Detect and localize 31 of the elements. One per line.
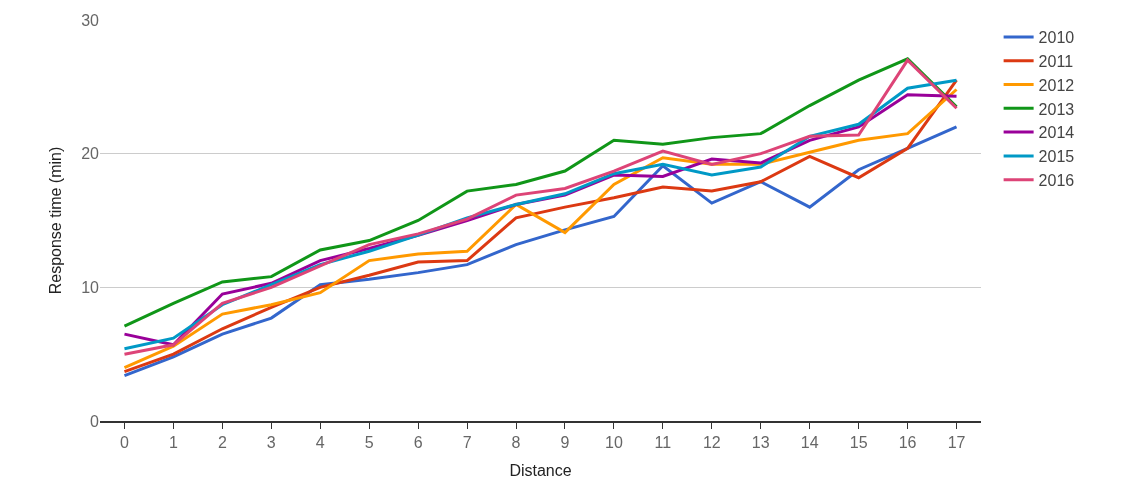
x-tick-label: 1 [168,433,178,451]
legend-label: 2011 [1038,52,1074,70]
x-tick-label: 11 [654,433,672,451]
legend-label: 2016 [1038,171,1075,189]
x-tick-label: 10 [605,433,623,451]
x-axis-title: Distance [509,462,572,480]
x-tick-label: 16 [898,433,917,451]
x-tick-label: 12 [702,433,721,451]
x-tick-label: 14 [800,433,819,451]
y-axis-title: Response time (min) [47,146,65,295]
legend-label: 2014 [1038,124,1075,142]
x-tick-label: 3 [266,433,276,451]
x-tick-label: 5 [364,433,374,451]
legend-label: 2013 [1038,100,1075,118]
legend-label: 2010 [1038,29,1075,47]
x-tick-label: 0 [120,433,130,451]
y-tick-label: 0 [90,412,100,430]
legend-label: 2015 [1038,148,1075,166]
y-tick-label: 10 [81,278,100,296]
x-tick-label: 4 [315,433,325,451]
legend-label: 2012 [1038,76,1075,94]
x-tick-label: 15 [849,433,868,451]
x-tick-label: 17 [947,433,966,451]
y-tick-label: 20 [81,145,100,163]
x-tick-label: 9 [560,433,570,451]
x-tick-label: 6 [413,433,423,451]
x-tick-label: 8 [511,433,521,451]
x-tick-label: 2 [217,433,227,451]
x-tick-label: 7 [462,433,472,451]
y-tick-label: 30 [81,11,100,29]
x-tick-label: 13 [751,433,770,451]
